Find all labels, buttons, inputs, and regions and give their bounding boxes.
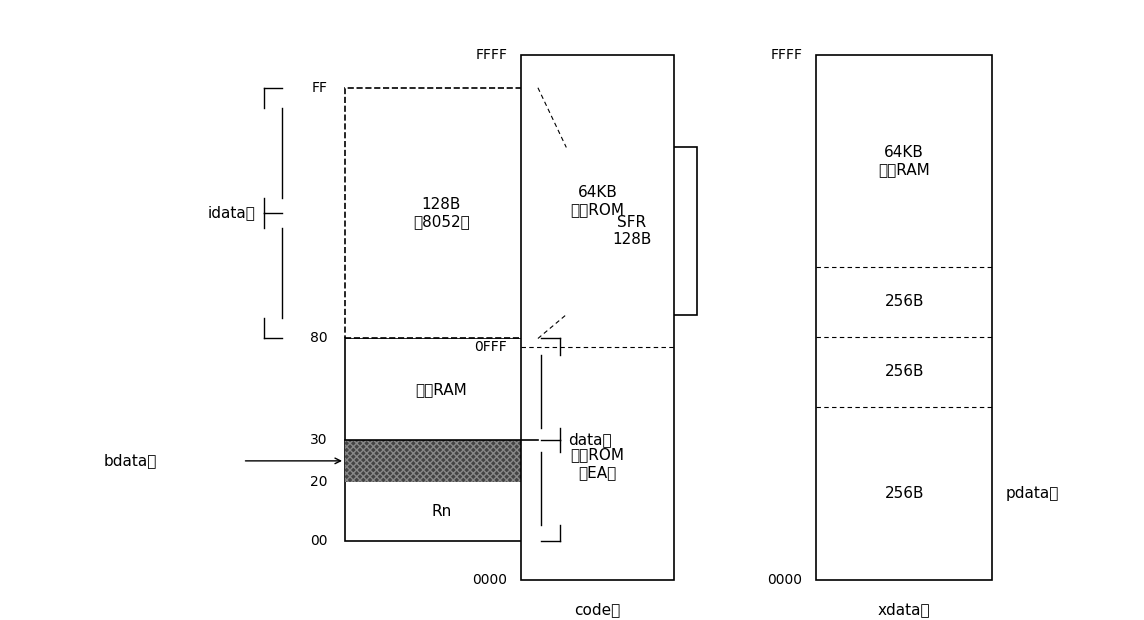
Text: 128B
（8052）: 128B （8052） — [413, 197, 470, 229]
Bar — [344, 88, 538, 339]
Text: 80: 80 — [310, 332, 328, 345]
Bar — [566, 148, 697, 314]
Text: 20: 20 — [310, 475, 328, 489]
Text: FFFF: FFFF — [475, 48, 507, 62]
Text: pdata区: pdata区 — [1006, 486, 1059, 501]
Text: bdata区: bdata区 — [104, 453, 158, 468]
Text: data区: data区 — [569, 433, 612, 448]
Text: 64KB
片外RAM: 64KB 片外RAM — [879, 144, 930, 177]
Bar — [521, 55, 674, 580]
Text: 0000: 0000 — [472, 574, 507, 587]
Text: code区: code区 — [574, 603, 621, 618]
Text: 256B: 256B — [884, 294, 924, 309]
Text: 64KB
片外ROM: 64KB 片外ROM — [571, 185, 625, 217]
Text: SFR
128B: SFR 128B — [612, 215, 651, 247]
Text: 30: 30 — [310, 433, 328, 447]
Text: FFFF: FFFF — [771, 48, 803, 62]
Text: 片内RAM: 片内RAM — [415, 382, 467, 397]
Text: FF: FF — [312, 81, 328, 95]
Text: 256B: 256B — [884, 486, 924, 501]
Text: 片内ROM
（EA）: 片内ROM （EA） — [571, 448, 625, 480]
Text: Rn: Rn — [431, 504, 452, 519]
Bar — [816, 55, 992, 580]
Text: 00: 00 — [310, 534, 328, 549]
Text: 256B: 256B — [884, 364, 924, 379]
Text: 0000: 0000 — [768, 574, 803, 587]
Bar — [344, 339, 538, 541]
Text: idata区: idata区 — [207, 206, 255, 221]
Text: 0FFF: 0FFF — [475, 340, 507, 354]
Text: xdata区: xdata区 — [877, 603, 930, 618]
Bar — [344, 440, 538, 482]
Bar — [344, 440, 538, 482]
